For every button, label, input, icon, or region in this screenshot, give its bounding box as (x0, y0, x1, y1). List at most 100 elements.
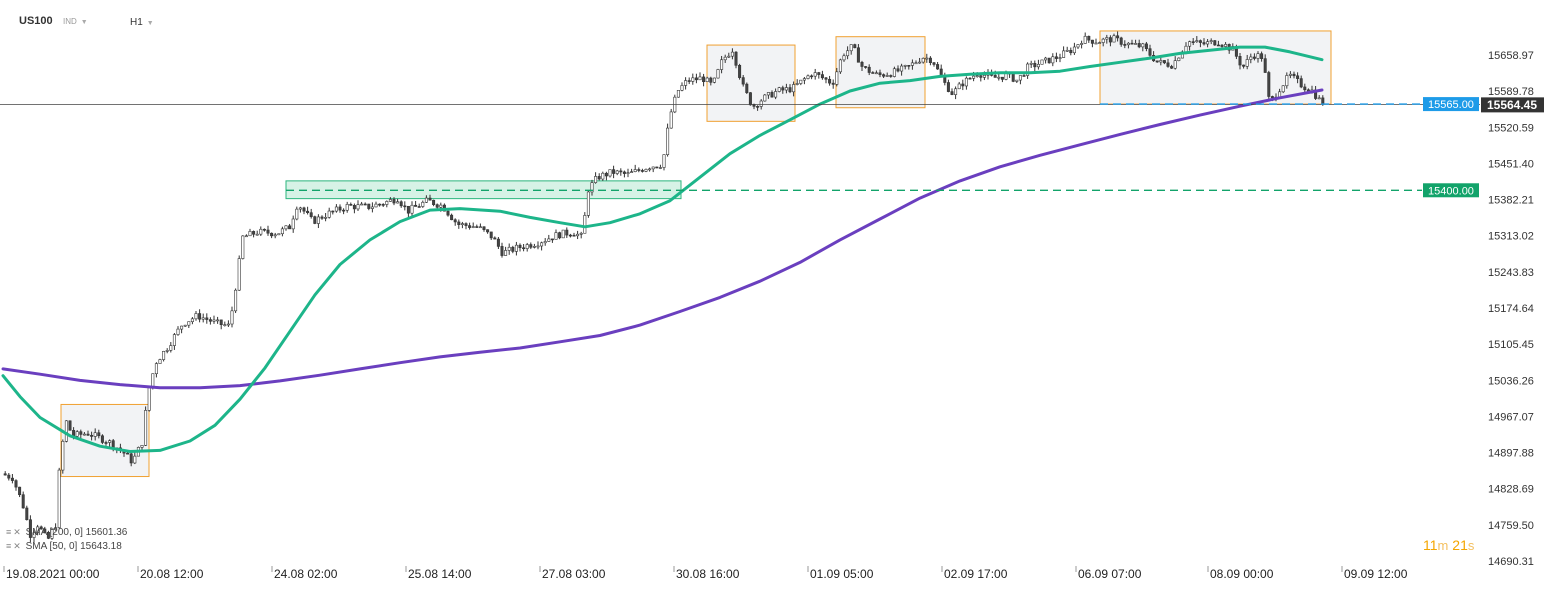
candle-down (738, 65, 742, 78)
candle-up (1245, 59, 1249, 67)
candle-up (82, 433, 86, 436)
x-tick-label: 20.08 12:00 (140, 567, 204, 581)
chevron-down-icon: ▼ (146, 20, 154, 27)
candle-up (154, 363, 158, 375)
candle-up (248, 231, 252, 237)
candle-up (1134, 43, 1138, 45)
close-icon[interactable]: ✕ (13, 541, 21, 551)
candle-up (680, 85, 684, 91)
candle-down (1123, 44, 1127, 46)
indicator-sma200[interactable]: ≡ ✕ SMA [200, 0] 15601.36 (6, 527, 127, 538)
candle-down (748, 92, 752, 106)
candle-down (1270, 96, 1274, 99)
candle-up (1058, 57, 1062, 59)
close-icon[interactable]: ✕ (13, 527, 21, 537)
candle-up (982, 74, 986, 78)
candle-down (352, 205, 356, 210)
candle-down (1130, 42, 1134, 45)
timer-seconds: 21 (1452, 537, 1468, 553)
candle-down (1191, 41, 1195, 43)
candle-up (421, 201, 425, 207)
candle-up (1036, 63, 1040, 68)
levels-layer: 15565.00 15400.00 15564.45 (0, 97, 1544, 198)
timeframe-dropdown[interactable]: H1 ▼ (130, 17, 154, 28)
candle-up (666, 127, 670, 155)
candle-up (910, 62, 914, 66)
candle-down (489, 231, 493, 239)
candle-down (882, 74, 886, 77)
candle-up (345, 204, 349, 211)
candle-down (7, 474, 11, 479)
list-icon[interactable]: ≡ (6, 527, 12, 537)
candle-down (529, 244, 533, 248)
candle-down (853, 44, 857, 49)
candle-down (572, 234, 576, 237)
candle-down (565, 229, 569, 236)
symbol-label[interactable]: US100 (19, 15, 53, 27)
y-tick-label: 15589.78 (1488, 86, 1534, 98)
candle-up (1029, 62, 1033, 65)
candle-down (468, 225, 472, 228)
candle-up (169, 345, 173, 351)
candle-up (370, 206, 374, 209)
candle-up (795, 83, 799, 85)
candle-up (900, 65, 904, 72)
candle-up (914, 62, 918, 65)
candle-up (424, 197, 428, 203)
candle-down (414, 204, 418, 207)
candle-up (1105, 37, 1109, 40)
candle-up (1206, 41, 1210, 45)
candle-down (1137, 43, 1141, 48)
candle-down (25, 507, 29, 521)
candle-down (709, 77, 713, 83)
candle-up (1083, 35, 1087, 44)
y-tick-label: 15520.59 (1488, 122, 1534, 134)
candle-up (1112, 35, 1116, 43)
candle-up (594, 176, 598, 183)
sma-50-line (1, 45, 1324, 453)
x-tick-label: 06.09 07:00 (1078, 567, 1142, 581)
candle-up (586, 191, 590, 216)
candle-down (1216, 44, 1220, 47)
x-tick-label: 02.09 17:00 (944, 567, 1008, 581)
candle-up (525, 244, 529, 249)
candle-up (1015, 79, 1019, 82)
candle-down (10, 477, 14, 481)
candle-down (381, 204, 385, 206)
candle-up (532, 246, 536, 248)
candle-down (97, 432, 101, 437)
symbol-type-label: IND (63, 17, 77, 26)
candle-up (1044, 57, 1048, 61)
candle-down (1033, 62, 1037, 68)
candle-down (622, 171, 626, 174)
candle-down (1069, 49, 1073, 54)
x-tick-label: 01.09 05:00 (810, 567, 874, 581)
candle-down (367, 203, 371, 209)
y-tick-label: 15036.26 (1488, 375, 1534, 387)
candle-down (1299, 78, 1303, 88)
candle-down (1220, 44, 1224, 47)
candle-up (64, 420, 68, 442)
symbol-type-dropdown[interactable]: IND ▼ (63, 17, 88, 26)
candle-down (1047, 57, 1051, 64)
candle-up (763, 94, 767, 102)
candle-up (1141, 43, 1145, 48)
candle-up (615, 170, 619, 174)
candle-up (108, 440, 112, 443)
candle-down (828, 78, 832, 84)
candle-down (896, 68, 900, 72)
candle-up (536, 245, 540, 248)
candle-down (262, 228, 266, 231)
candle-down (1303, 86, 1307, 91)
indicator-sma50[interactable]: ≡ ✕ SMA [50, 0] 15643.18 (6, 541, 122, 552)
list-icon[interactable]: ≡ (6, 541, 12, 551)
candle-up (561, 229, 565, 239)
candle-down (406, 205, 410, 214)
candle-up (954, 88, 958, 95)
candle-down (781, 87, 785, 91)
candle-up (216, 319, 220, 322)
candle-up (439, 204, 443, 208)
x-tick-label: 25.08 14:00 (408, 567, 472, 581)
candle-down (28, 519, 32, 538)
